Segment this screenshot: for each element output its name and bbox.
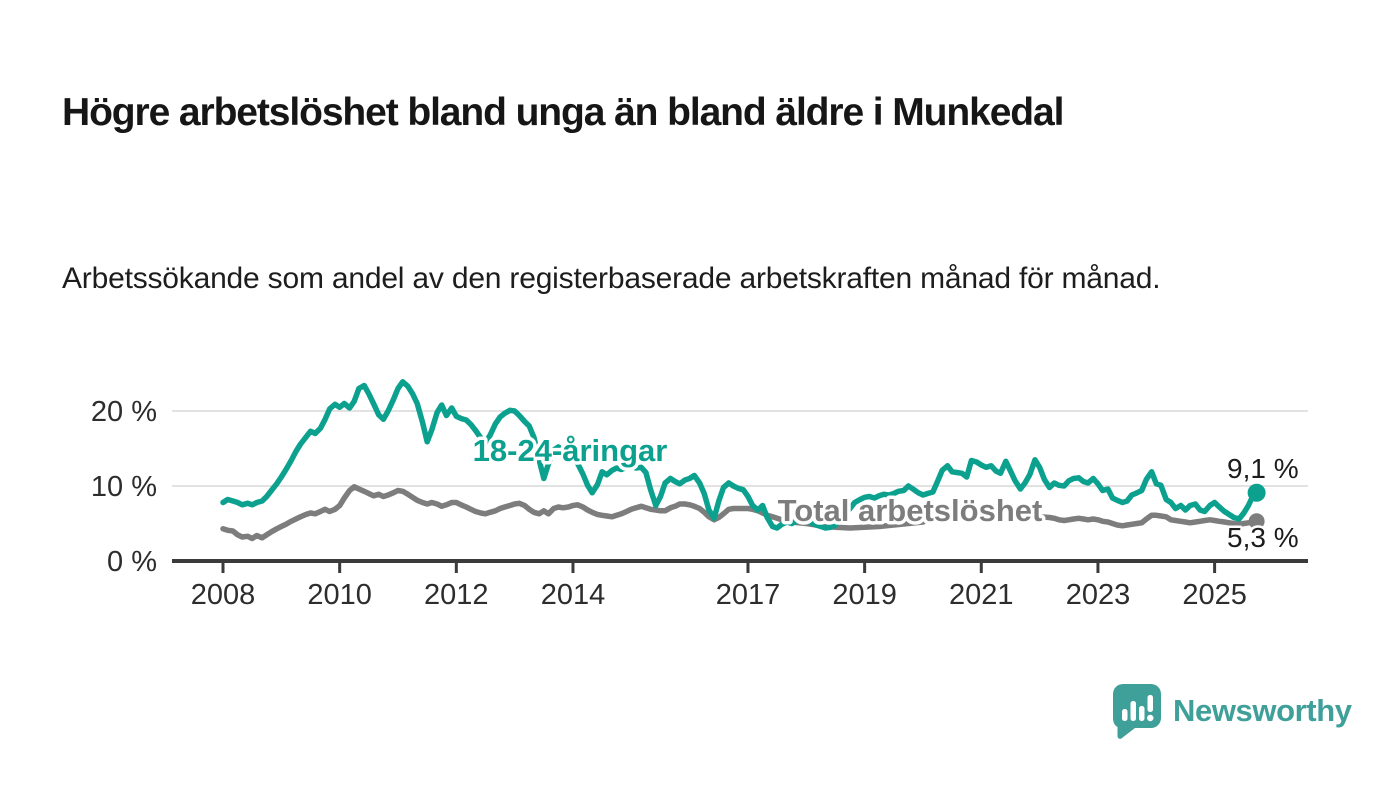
x-axis-tick-labels: 2008 2010 2012 2014 2017 2019 2021 2023 2025	[191, 579, 1247, 611]
series-line-youth	[220, 379, 1260, 531]
end-value-label-youth: 9,1 %	[1227, 453, 1299, 484]
series-inline-labels: 18-24-åringar Total arbetslöshet	[469, 430, 1046, 532]
x-tick-label-2014: 2014	[541, 579, 606, 611]
end-dot-youth	[1247, 483, 1266, 502]
page-subtitle: Arbetssökande som andel av den registerb…	[62, 262, 1161, 295]
end-value-label-total: 5,3 %	[1227, 522, 1299, 553]
y-tick-label-20: 20 %	[91, 396, 157, 428]
series-line-total	[220, 484, 1260, 542]
x-tick-label-2012: 2012	[424, 579, 489, 611]
y-tick-label-0: 0 %	[107, 546, 157, 578]
series-label-total: Total arbetslöshet	[778, 493, 1043, 528]
x-tick-label-2008: 2008	[191, 579, 256, 611]
page-title: Högre arbetslöshet bland unga än bland ä…	[62, 91, 1064, 135]
end-dot-total	[1248, 513, 1265, 530]
gridlines	[172, 410, 1308, 487]
series-end-value-labels: 9,1 % 5,3 %	[1225, 451, 1302, 556]
x-axis	[172, 559, 1308, 573]
newsworthy-speech-bubble-chart-icon	[1113, 684, 1161, 739]
series-lines	[220, 379, 1260, 542]
y-axis-tick-labels: 0 % 10 % 20 %	[91, 396, 157, 578]
x-tick-label-2017: 2017	[716, 579, 781, 611]
x-tick-label-2023: 2023	[1066, 579, 1131, 611]
x-tick-label-2025: 2025	[1182, 579, 1247, 611]
y-tick-label-10: 10 %	[91, 471, 157, 503]
newsworthy-logo-text: Newsworthy	[1173, 693, 1352, 728]
x-tick-label-2010: 2010	[307, 579, 372, 611]
series-label-youth: 18-24-åringar	[473, 433, 668, 468]
x-tick-label-2021: 2021	[949, 579, 1014, 611]
newsworthy-logo[interactable]: Newsworthy	[1112, 683, 1352, 739]
x-tick-label-2019: 2019	[832, 579, 897, 611]
series-end-dots	[1247, 483, 1266, 530]
